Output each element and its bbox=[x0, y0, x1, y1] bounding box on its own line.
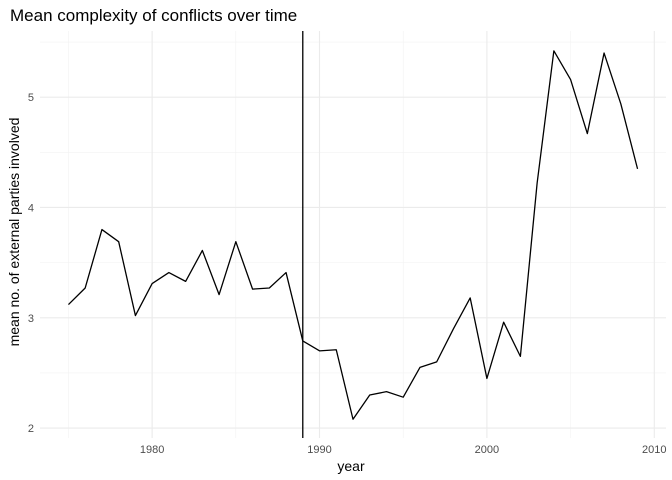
y-tick-label: 5 bbox=[28, 92, 34, 104]
y-axis-title: mean no. of external parties involved bbox=[6, 118, 22, 347]
series-line bbox=[67, 50, 639, 420]
y-tick-label: 4 bbox=[28, 202, 34, 214]
x-axis-title: year bbox=[337, 458, 365, 474]
x-axis-ticks: 1980 1990 2000 2010 bbox=[140, 444, 667, 456]
y-axis-ticks: 2 3 4 5 bbox=[28, 92, 34, 435]
x-tick-label: 1990 bbox=[307, 444, 331, 456]
grid bbox=[40, 31, 666, 438]
x-tick-label: 1980 bbox=[140, 444, 164, 456]
x-tick-label: 2010 bbox=[642, 444, 666, 456]
x-tick-label: 2000 bbox=[475, 444, 499, 456]
y-tick-label: 2 bbox=[28, 423, 34, 435]
y-tick-label: 3 bbox=[28, 313, 34, 325]
chart-title: Mean complexity of conflicts over time bbox=[10, 6, 297, 25]
series-layer bbox=[67, 50, 639, 420]
